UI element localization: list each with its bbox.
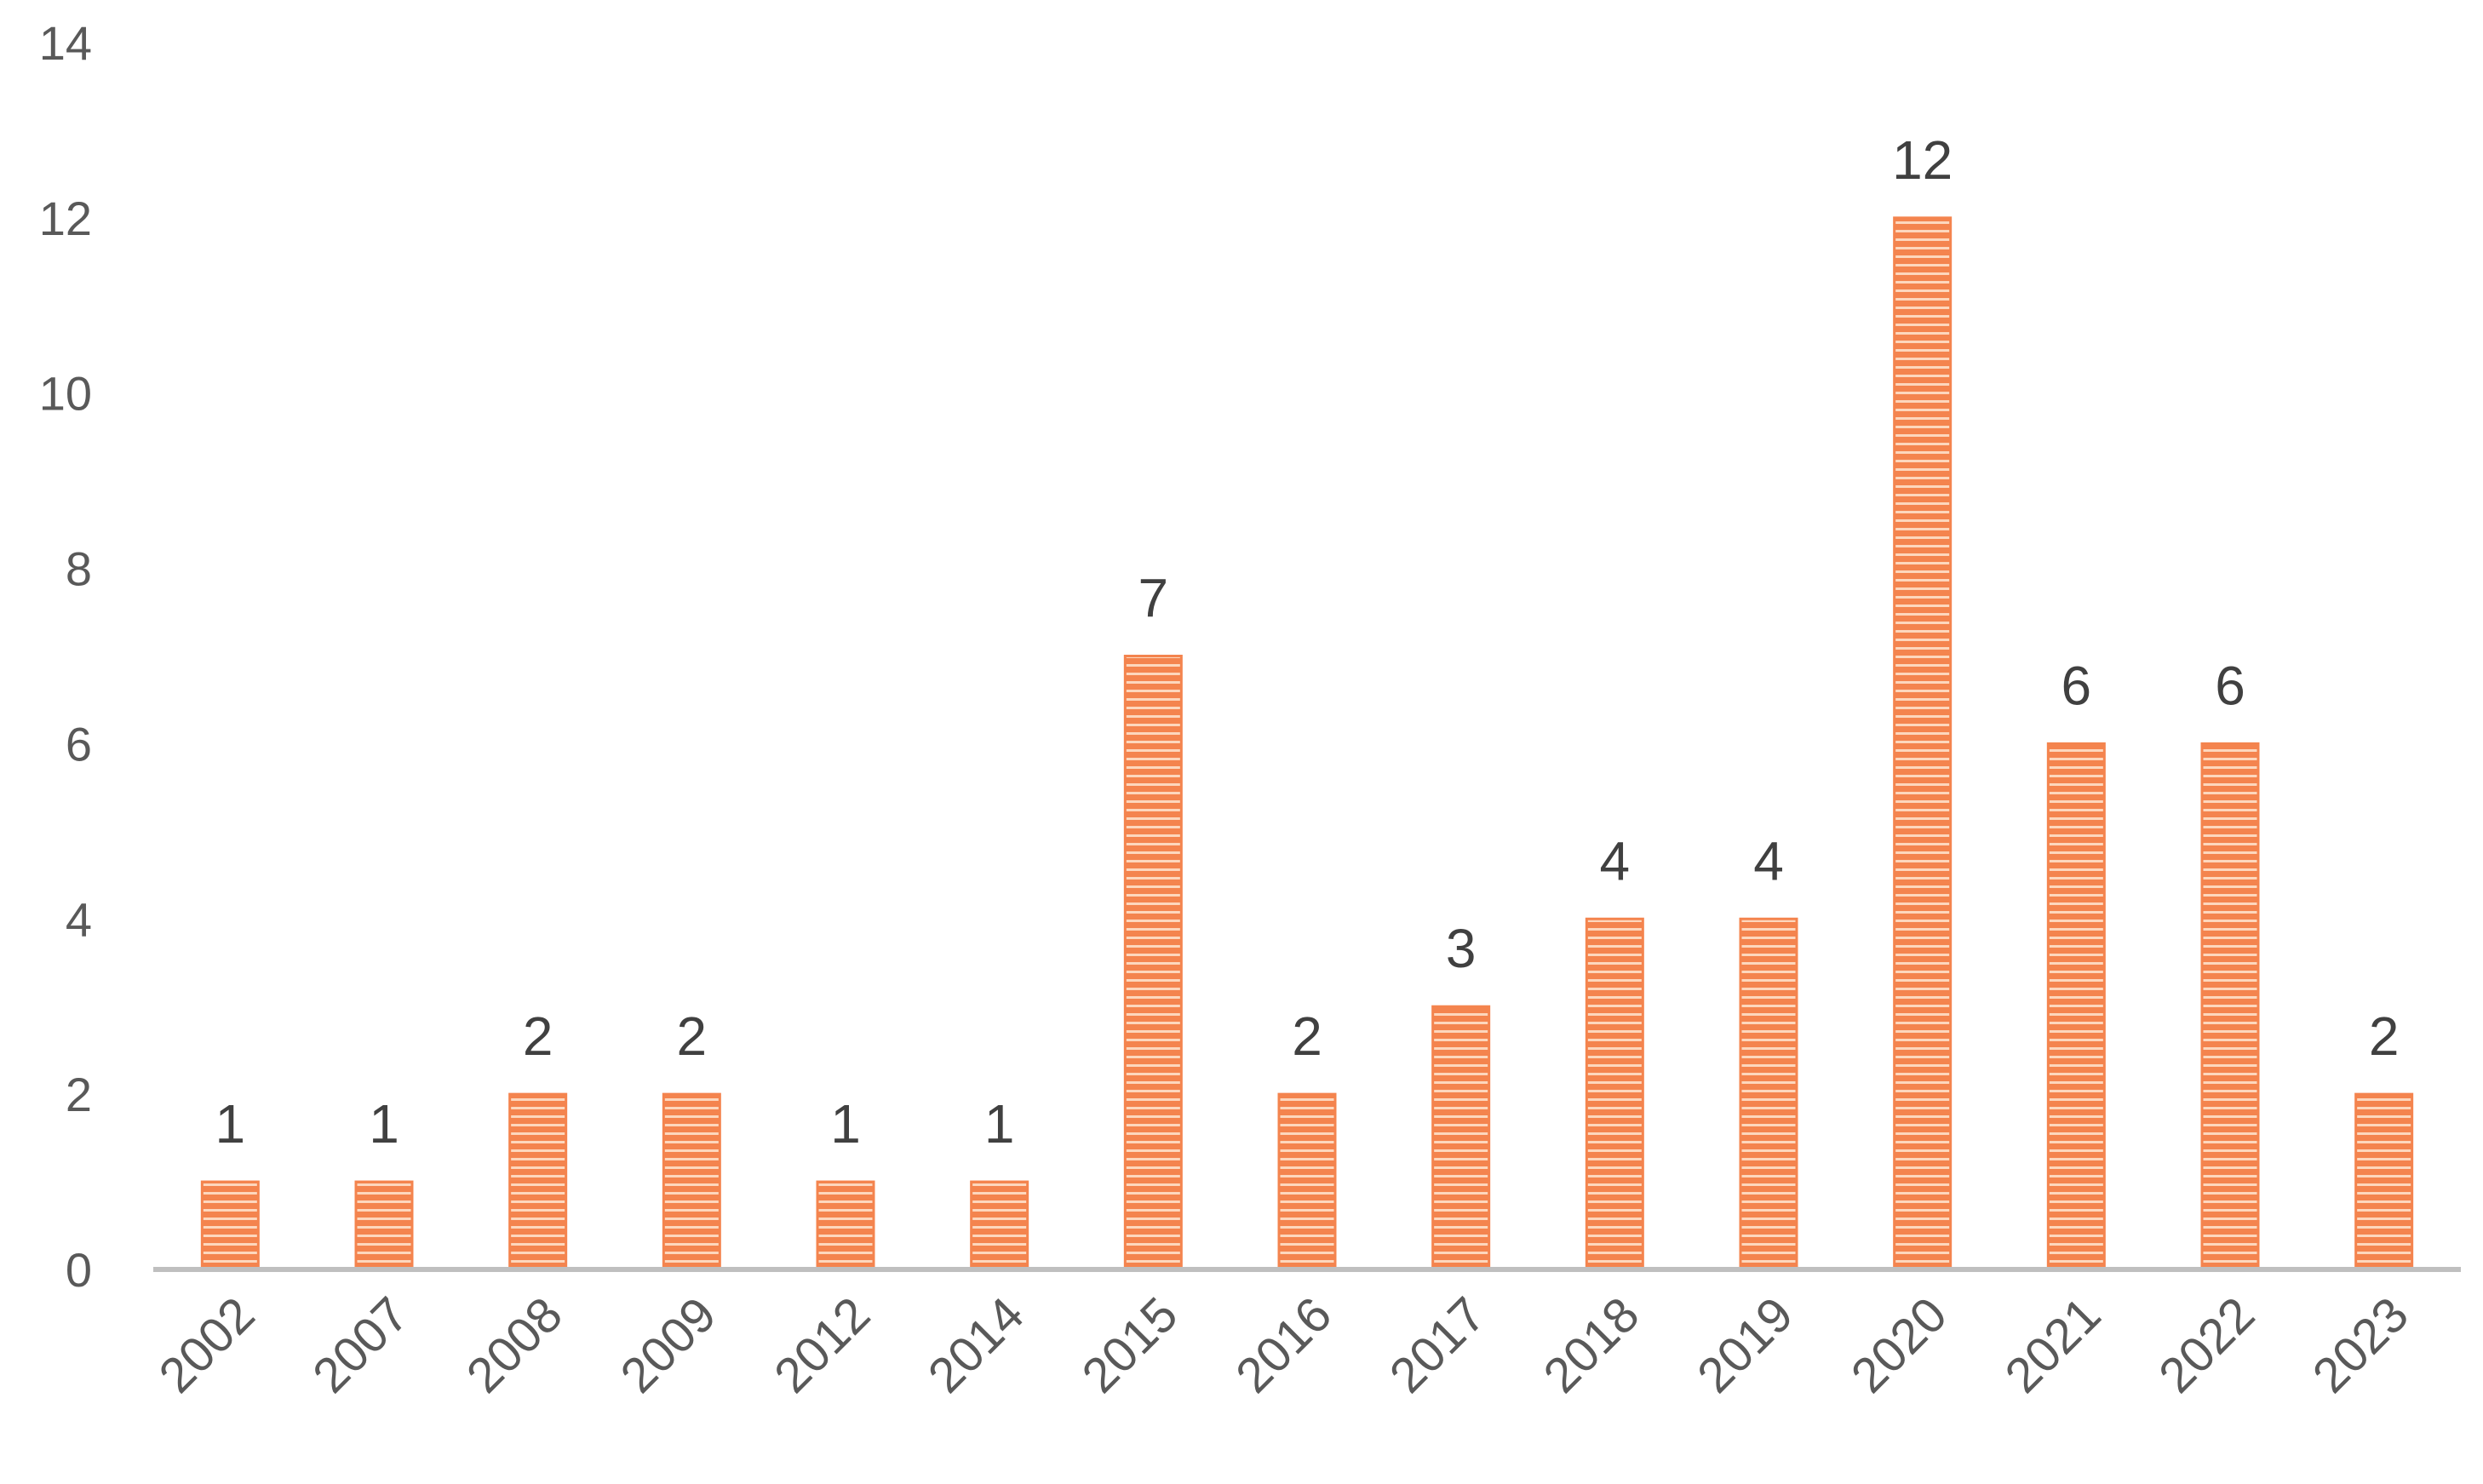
bar — [1123, 655, 1183, 1271]
x-tick-label: 2022 — [2148, 1286, 2265, 1403]
x-tick-label: 2019 — [1687, 1286, 1803, 1403]
bar — [1431, 1005, 1491, 1271]
x-tick-label: 2021 — [1994, 1286, 2111, 1403]
bar-value-label: 1 — [369, 1093, 399, 1155]
x-axis-labels: 2002 2007 2008 2009 2012 2014 2015 2016 2017 2018… — [148, 1286, 2419, 1403]
bar — [2354, 1092, 2414, 1271]
x-tick-label: 2018 — [1533, 1286, 1649, 1403]
bar — [970, 1180, 1029, 1271]
bar — [1893, 216, 1953, 1271]
x-tick-label: 2002 — [148, 1286, 265, 1403]
bars-group — [200, 216, 2414, 1271]
bar-value-label: 2 — [2369, 1006, 2400, 1067]
y-tick-label: 0 — [66, 1243, 92, 1297]
bar — [1585, 917, 1644, 1271]
y-tick-label: 10 — [39, 367, 92, 421]
x-tick-label: 2015 — [1071, 1286, 1188, 1403]
x-tick-label: 2016 — [1225, 1286, 1342, 1403]
bar-value-label: 7 — [1138, 568, 1169, 629]
x-tick-label: 2020 — [1841, 1286, 1958, 1403]
bar-value-label: 2 — [677, 1006, 708, 1067]
y-tick-label: 4 — [66, 892, 92, 946]
y-tick-label: 14 — [39, 16, 92, 70]
bar-value-label: 6 — [2215, 655, 2245, 716]
bar — [816, 1180, 875, 1271]
y-tick-label: 12 — [39, 192, 92, 245]
bar-value-label: 3 — [1446, 918, 1477, 979]
bar-value-label: 6 — [2062, 655, 2092, 716]
y-tick-label: 2 — [66, 1068, 92, 1121]
x-tick-label: 2007 — [302, 1286, 419, 1403]
y-axis-ticks: 0 2 4 6 8 10 12 14 — [39, 16, 92, 1297]
x-tick-label: 2008 — [456, 1286, 573, 1403]
bar — [200, 1180, 260, 1271]
x-tick-label: 2012 — [764, 1286, 880, 1403]
y-tick-label: 6 — [66, 717, 92, 771]
bar-value-label: 12 — [1892, 129, 1953, 191]
bar-value-label: 1 — [215, 1093, 246, 1155]
x-tick-label: 2023 — [2302, 1286, 2419, 1403]
bar — [2046, 742, 2106, 1271]
bar-value-label: 4 — [1753, 830, 1784, 891]
x-tick-label: 2017 — [1379, 1286, 1496, 1403]
x-tick-label: 2009 — [610, 1286, 726, 1403]
bar-value-label: 2 — [1292, 1006, 1322, 1067]
bar — [354, 1180, 414, 1271]
bar — [1277, 1092, 1337, 1271]
bar-value-label: 2 — [523, 1006, 553, 1067]
bar — [508, 1092, 568, 1271]
bar-value-label: 4 — [1600, 830, 1631, 891]
bar — [1739, 917, 1798, 1271]
y-tick-label: 8 — [66, 542, 92, 596]
bar — [2200, 742, 2260, 1271]
x-tick-label: 2014 — [918, 1286, 1035, 1403]
bar — [662, 1092, 721, 1271]
bar-value-label: 1 — [984, 1093, 1015, 1155]
bar-value-label: 1 — [830, 1093, 861, 1155]
